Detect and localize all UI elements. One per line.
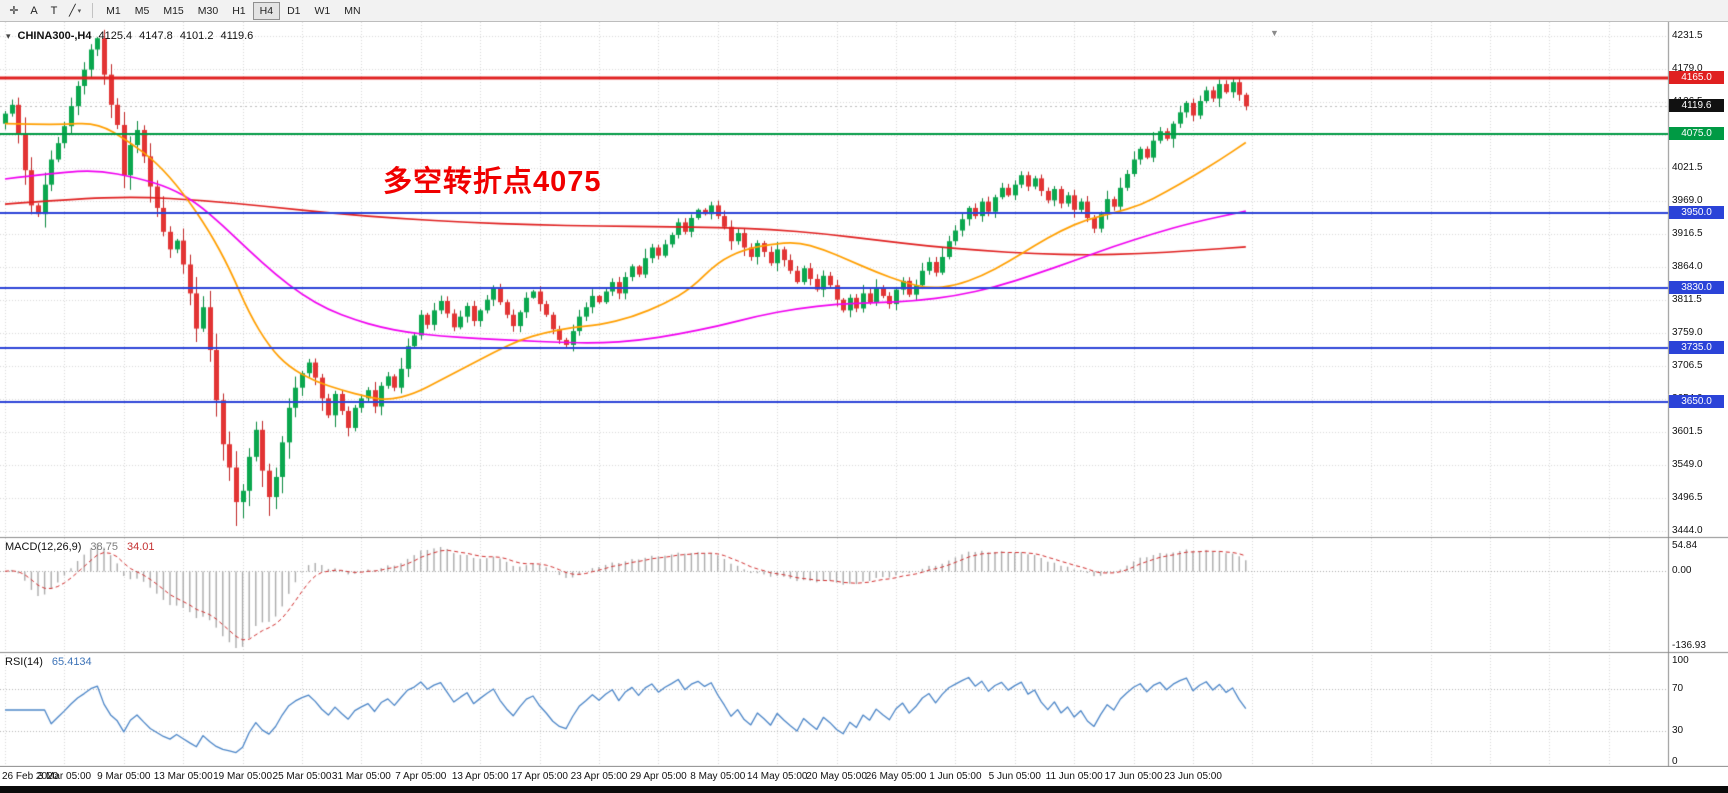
chart-canvas[interactable]: [0, 22, 1728, 767]
time-axis-label: 31 Mar 05:00: [331, 771, 391, 782]
time-axis-label: 29 Apr 05:00: [630, 771, 687, 782]
time-axis-label: 17 Apr 05:00: [511, 771, 568, 782]
text-tool-button[interactable]: A: [24, 2, 44, 20]
bottom-bar: [0, 786, 1728, 793]
macd-scale-label: 54.84: [1672, 540, 1698, 551]
price-axis-label: 4231.5: [1672, 30, 1703, 41]
timeframe-h4[interactable]: H4: [252, 1, 281, 20]
trendline-icon: ╱: [69, 5, 76, 17]
price-axis-label: 4021.5: [1672, 162, 1703, 173]
ohlc-high: 4147.8: [139, 30, 173, 42]
rsi-scale-label: 70: [1672, 683, 1684, 694]
ohlc-low: 4101.2: [179, 30, 214, 42]
time-axis-label: 3 Mar 05:00: [37, 771, 92, 782]
time-axis-label: 14 May 05:00: [746, 771, 808, 782]
timeframe-m1[interactable]: M1: [99, 2, 128, 20]
dropdown-caret-icon: ▾: [77, 7, 82, 15]
price-axis-label: 3969.0: [1672, 195, 1703, 206]
time-axis-label: 25 Mar 05:00: [272, 771, 332, 782]
label-tool-button[interactable]: T: [44, 2, 64, 20]
timeframe-d1[interactable]: D1: [280, 2, 307, 20]
price-axis-label: 3864.0: [1672, 261, 1703, 272]
macd-scale-label: -136.93: [1672, 640, 1706, 651]
symbol-name: CHINA300-,H4: [17, 30, 92, 42]
time-axis: 26 Feb 2020 3 Mar 05:00 9 Mar 05:00 13 Mar …: [0, 767, 1728, 786]
time-axis-label: 5 Jun 05:00: [988, 771, 1041, 782]
price-axis-label: 3549.0: [1672, 459, 1703, 470]
price-axis-label: 3496.5: [1672, 492, 1703, 503]
macd-value: 38.75: [90, 541, 118, 553]
text-tool-icon: A: [30, 4, 38, 17]
main-toolbar: ✛ A T ╱ ▾ M1 M5 M15 M30 H1 H4 D1 W1 MN: [0, 0, 1728, 22]
time-axis-label: 9 Mar 05:00: [97, 771, 151, 782]
rsi-scale-label: 0: [1672, 756, 1678, 767]
chart-annotation-text[interactable]: 多空转折点4075: [383, 166, 602, 198]
line-studies-button[interactable]: ╱ ▾: [64, 2, 86, 20]
rsi-value: 65.4134: [51, 656, 92, 668]
macd-indicator-label: MACD(12,26,9) 38.75 34.01: [5, 541, 154, 553]
timeframe-m5[interactable]: M5: [128, 2, 157, 20]
bid-price-badge: 4119.6: [1669, 99, 1724, 112]
toolbar-separator: [92, 3, 94, 18]
price-axis-label: 3444.0: [1672, 525, 1703, 536]
time-axis-label: 13 Mar 05:00: [153, 771, 213, 782]
time-axis-label: 11 Jun 05:00: [1045, 771, 1103, 782]
time-axis-label: 20 May 05:00: [806, 771, 867, 782]
price-axis-label: 3706.5: [1672, 360, 1703, 371]
time-axis-label: 23 Apr 05:00: [570, 771, 628, 782]
price-axis-label: 3811.5: [1672, 294, 1702, 305]
label-tool-icon: T: [50, 4, 58, 17]
price-axis-label: 4179.0: [1672, 63, 1703, 74]
timeframe-h1[interactable]: H1: [225, 2, 252, 20]
time-axis-label: 7 Apr 05:00: [395, 771, 447, 782]
ohlc-close: 4119.6: [220, 30, 254, 42]
rsi-scale-label: 30: [1672, 725, 1684, 736]
timeframe-w1[interactable]: W1: [308, 2, 338, 20]
price-level-badge: 3650.0: [1669, 395, 1724, 408]
crosshair-icon: ✛: [9, 5, 19, 17]
timeframe-mn[interactable]: MN: [337, 2, 367, 20]
time-axis-label: 17 Jun 05:00: [1104, 771, 1163, 782]
rsi-indicator-label: RSI(14) 65.4134: [5, 656, 92, 668]
timeframe-m15[interactable]: M15: [156, 2, 190, 20]
chart-shift-marker-icon[interactable]: ▼: [1270, 28, 1279, 38]
macd-name: MACD(12,26,9): [5, 541, 82, 553]
time-axis-label: 8 May 05:00: [690, 771, 746, 782]
chart-region: ▾ CHINA300-,H4 4125.4 4147.8 4101.2 4119…: [0, 22, 1728, 786]
symbol-info: ▾ CHINA300-,H4 4125.4 4147.8 4101.2 4119…: [6, 30, 253, 42]
price-level-badge: 4075.0: [1669, 127, 1724, 140]
macd-scale-label: 0.00: [1672, 565, 1692, 576]
crosshair-tool-button[interactable]: ✛: [4, 2, 24, 20]
price-axis-label: 3916.5: [1672, 228, 1703, 239]
price-level-badge: 3950.0: [1669, 206, 1724, 219]
time-axis-label: 26 Feb 2020: [2, 771, 59, 782]
price-level-badge: 4165.0: [1669, 71, 1724, 84]
macd-signal-value: 34.01: [126, 541, 155, 553]
time-axis-label: 13 Apr 05:00: [451, 771, 509, 782]
price-axis-label: 3759.0: [1672, 327, 1703, 338]
time-axis-label: 26 May 05:00: [865, 771, 927, 782]
rsi-scale-label: 100: [1672, 655, 1689, 666]
price-level-badge: 3830.0: [1669, 281, 1724, 294]
time-axis-label: 23 Jun 05:00: [1164, 771, 1222, 782]
time-axis-label: 19 Mar 05:00: [213, 771, 273, 782]
one-click-trading-icon[interactable]: ▾: [6, 30, 11, 41]
ohlc-open: 4125.4: [98, 30, 133, 42]
price-level-badge: 3735.0: [1669, 341, 1724, 354]
time-axis-label: 1 Jun 05:00: [929, 771, 982, 782]
price-axis-label: 3601.5: [1672, 426, 1703, 437]
rsi-name: RSI(14): [5, 656, 43, 668]
timeframe-m30[interactable]: M30: [191, 2, 225, 20]
